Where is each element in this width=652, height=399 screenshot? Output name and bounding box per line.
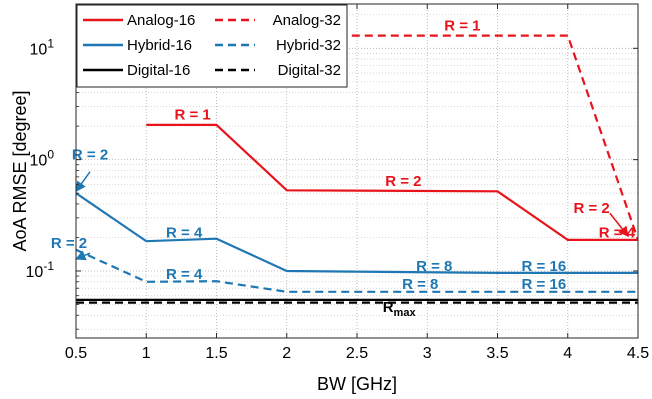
x-axis-label: BW [GHz] — [317, 374, 397, 394]
legend: Analog-16 Analog-32 Hybrid-16 Hybrid-32 Digi… — [76, 4, 348, 88]
x-tick-label: 3 — [423, 345, 432, 362]
annotation-label: R = 16 — [522, 258, 567, 275]
annotation-arrow — [75, 171, 91, 193]
x-tick-label: 1 — [142, 345, 151, 362]
annotation-label: R = 8 — [416, 258, 452, 275]
series-line-analog-16 — [146, 123, 638, 241]
legend-label-digital-16: Digital-16 — [127, 62, 190, 79]
x-tick-label: 4.5 — [627, 345, 649, 362]
x-tick-label: 0.5 — [65, 345, 87, 362]
x-tick-label: 3.5 — [486, 345, 508, 362]
x-tick-label: 4 — [563, 345, 572, 362]
annotation-label: R = 1 — [444, 17, 480, 34]
annotation-label: R = 2 — [72, 147, 108, 164]
legend-label-hybrid-16: Hybrid-16 — [127, 37, 192, 54]
series-line-hybrid-16 — [76, 192, 638, 274]
legend-label-digital-32: Digital-32 — [278, 62, 341, 79]
annotation-label: R = 4 — [166, 266, 203, 283]
x-tick-label: 2 — [282, 345, 291, 362]
annotation-label: R = 2 — [573, 200, 609, 217]
axes: 0.5 1 1.5 2 2.5 3 3.5 4 4.5 10-1 100 101 — [26, 3, 649, 362]
y-tick-label: 100 — [30, 148, 55, 170]
annotations: R = 1 R = 1 R = 2 R = 2 R = 4 R = 2 R = 2 R = 4… — [51, 17, 636, 318]
series-line-hybrid-32 — [76, 248, 638, 293]
annotation-label: R = 2 — [385, 173, 421, 190]
x-tick-label: 1.5 — [205, 345, 227, 362]
annotation-arrow — [75, 250, 91, 261]
rmax-label: Rmax — [383, 299, 417, 319]
annotation-label: R = 1 — [174, 106, 210, 123]
x-tick-label: 2.5 — [346, 345, 368, 362]
legend-label-analog-32: Analog-32 — [273, 12, 341, 29]
legend-label-hybrid-32: Hybrid-32 — [276, 37, 341, 54]
legend-label-analog-16: Analog-16 — [127, 12, 195, 29]
series-lines — [76, 34, 638, 304]
annotation-label: R = 4 — [599, 224, 636, 241]
y-tick-label: 101 — [30, 36, 55, 58]
annotation-arrow — [609, 212, 629, 238]
annotation-label: R = 2 — [51, 235, 87, 252]
series-line-analog-32 — [286, 34, 638, 241]
y-axis-label: AoA RMSE [degree] — [10, 90, 30, 251]
annotation-label: R = 16 — [522, 276, 567, 293]
y-tick-label: 10-1 — [26, 259, 55, 281]
annotation-label: R = 8 — [402, 276, 438, 293]
annotation-label: R = 4 — [166, 224, 203, 241]
